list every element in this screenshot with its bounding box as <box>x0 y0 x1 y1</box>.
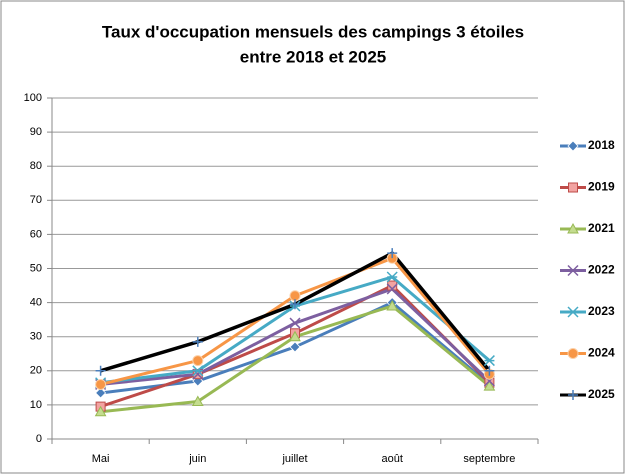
y-tick-label: 10 <box>30 399 42 411</box>
marker <box>290 299 300 310</box>
marker <box>192 355 204 367</box>
marker <box>483 355 495 367</box>
marker <box>567 140 579 152</box>
marker <box>568 390 578 400</box>
marker <box>192 336 203 347</box>
y-tick-label: 100 <box>24 92 42 104</box>
legend-label: 2022 <box>588 263 615 277</box>
legend-label: 2019 <box>588 180 615 194</box>
legend-label: 2018 <box>588 138 615 152</box>
y-tick-label: 90 <box>30 126 42 138</box>
legend-label: 2024 <box>588 346 615 360</box>
marker <box>289 330 301 342</box>
marker <box>483 380 496 391</box>
marker <box>387 248 398 259</box>
x-tick-label: août <box>381 453 402 465</box>
x-tick-label: juin <box>188 453 206 465</box>
marker <box>289 317 301 329</box>
marker <box>386 299 399 311</box>
marker <box>484 365 495 376</box>
legend-label: 2025 <box>588 387 615 401</box>
marker <box>191 395 204 406</box>
y-tick-label: 20 <box>30 365 42 377</box>
y-tick-label: 70 <box>30 194 42 206</box>
marker <box>289 290 301 302</box>
x-tick-label: Mai <box>92 453 110 465</box>
marker <box>94 405 107 417</box>
legend-label: 2023 <box>588 304 615 318</box>
x-tick-label: septembre <box>463 453 515 465</box>
marker <box>386 271 398 283</box>
marker <box>567 222 579 234</box>
y-tick-label: 0 <box>36 433 42 445</box>
marker <box>289 341 301 353</box>
y-tick-label: 40 <box>30 297 42 309</box>
y-tick-label: 30 <box>30 331 42 343</box>
y-tick-label: 80 <box>30 160 42 172</box>
marker <box>567 348 579 359</box>
marker <box>95 387 107 399</box>
marker <box>387 280 398 291</box>
chart-title: entre 2018 et 2025 <box>240 47 387 66</box>
y-tick-label: 60 <box>30 228 42 240</box>
x-tick-label: juillet <box>281 453 307 465</box>
marker <box>95 378 107 390</box>
chart-title: Taux d'occupation mensuels des campings … <box>102 22 524 41</box>
marker <box>567 264 579 277</box>
legend-label: 2021 <box>588 221 615 235</box>
marker <box>568 182 578 193</box>
marker <box>95 365 106 376</box>
marker <box>192 365 204 377</box>
y-tick-label: 50 <box>30 262 42 274</box>
marker <box>386 283 398 295</box>
marker <box>567 306 579 318</box>
